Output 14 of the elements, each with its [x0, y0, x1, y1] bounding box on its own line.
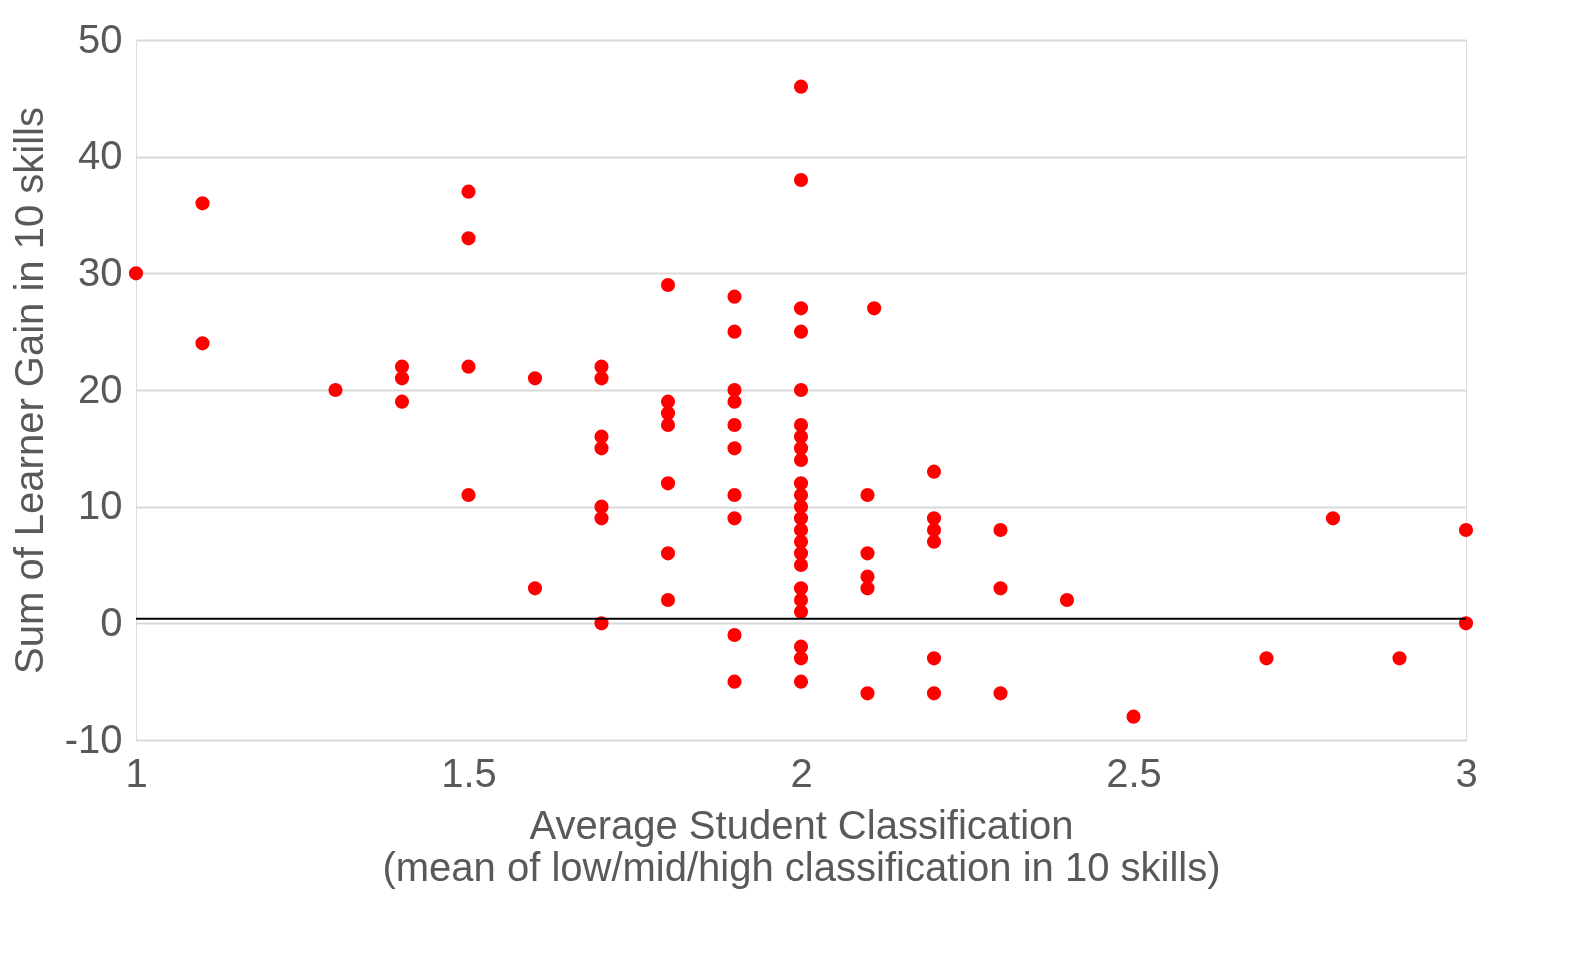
y-tick-label: 40 — [78, 133, 123, 178]
x-tick-label: 2.5 — [1106, 750, 1162, 795]
y-axis-title: Sum of Learner Gain in 10 skills — [6, 107, 51, 674]
y-tick-label: 10 — [78, 483, 123, 528]
y-tick-label: 20 — [78, 366, 123, 411]
y-tick-label: 50 — [78, 16, 123, 61]
y-tick-label: 30 — [78, 249, 123, 294]
x-tick-label: 1.5 — [441, 750, 497, 795]
x-tick-label: 1 — [125, 750, 148, 795]
x-axis-title: Average Student Classification (mean of low/mid/high classification in 10 skills) — [382, 802, 1221, 889]
x-tick-label: 3 — [1455, 750, 1478, 795]
x-tick-label: 2 — [790, 750, 813, 795]
y-tick-label: 0 — [100, 599, 123, 644]
y-tick-label: -10 — [64, 716, 123, 761]
